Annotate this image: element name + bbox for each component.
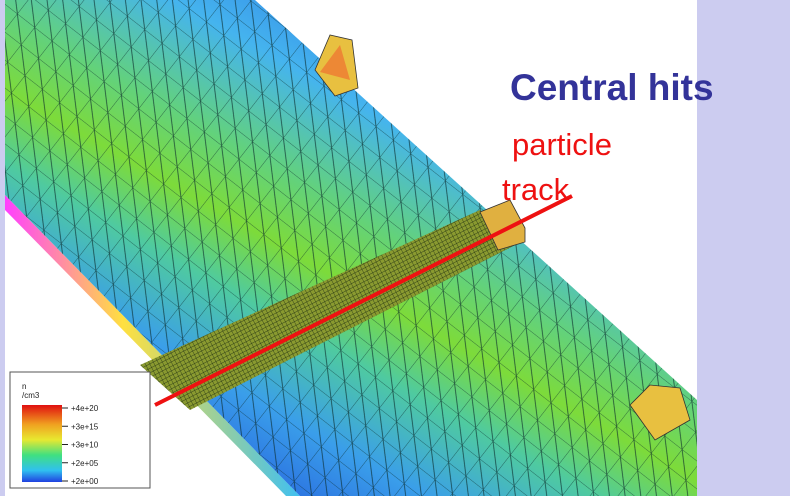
legend-label: +2e+00 [71,477,99,486]
legend-label: +4e+20 [71,404,99,413]
legend-heading: n [22,382,26,391]
slide-title: Central hits [510,67,714,108]
legend-heading: /cm3 [22,391,40,400]
slide-canvas: Central hits particle track n /cm3 +4e+2… [0,0,790,496]
legend-label: +3e+15 [71,422,99,431]
annotation: track [502,172,570,207]
slide: Central hits particle track n /cm3 +4e+2… [0,0,790,496]
legend-colorbar [22,405,62,482]
page: {"title": "Central hits", "annotation": … [0,0,790,496]
legend-label: +3e+10 [71,441,99,450]
legend-label: +2e+05 [71,459,99,468]
annotation: particle [512,127,612,162]
